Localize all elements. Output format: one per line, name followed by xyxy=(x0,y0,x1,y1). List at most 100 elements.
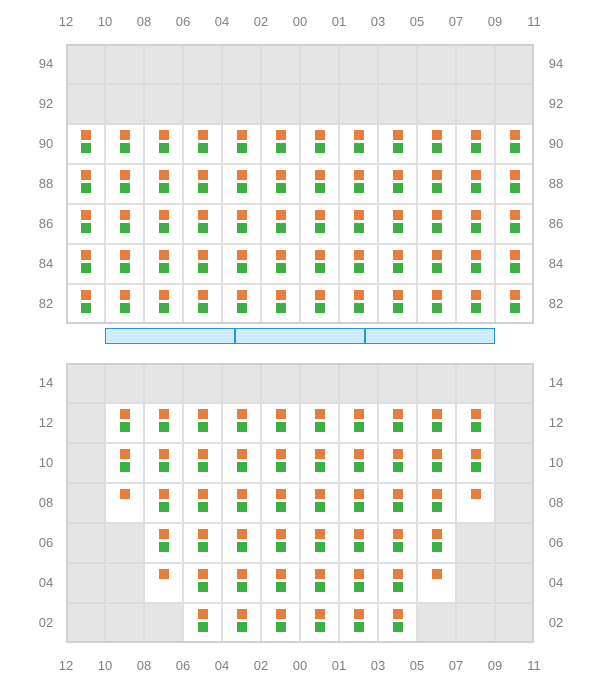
seat-marker[interactable] xyxy=(237,210,247,220)
seat-marker[interactable] xyxy=(315,449,325,459)
seat-marker[interactable] xyxy=(471,223,481,233)
seat-marker[interactable] xyxy=(432,223,442,233)
seat-marker[interactable] xyxy=(198,569,208,579)
seat-marker[interactable] xyxy=(432,502,442,512)
seat-marker[interactable] xyxy=(393,210,403,220)
seat-marker[interactable] xyxy=(276,489,286,499)
seat-marker[interactable] xyxy=(393,569,403,579)
seat-marker[interactable] xyxy=(159,183,169,193)
seat-marker[interactable] xyxy=(276,609,286,619)
seat-marker[interactable] xyxy=(393,409,403,419)
seat-marker[interactable] xyxy=(471,130,481,140)
seat-marker[interactable] xyxy=(432,290,442,300)
seat-marker[interactable] xyxy=(198,303,208,313)
seat-marker[interactable] xyxy=(81,183,91,193)
seat-marker[interactable] xyxy=(276,542,286,552)
seat-marker[interactable] xyxy=(315,263,325,273)
seat-marker[interactable] xyxy=(237,582,247,592)
seat-marker[interactable] xyxy=(159,542,169,552)
seat-marker[interactable] xyxy=(120,223,130,233)
seat-marker[interactable] xyxy=(393,542,403,552)
seat-marker[interactable] xyxy=(432,462,442,472)
seat-marker[interactable] xyxy=(276,422,286,432)
seat-marker[interactable] xyxy=(315,622,325,632)
seat-marker[interactable] xyxy=(276,143,286,153)
seat-marker[interactable] xyxy=(354,303,364,313)
seat-marker[interactable] xyxy=(198,223,208,233)
seat-marker[interactable] xyxy=(198,622,208,632)
seat-marker[interactable] xyxy=(198,422,208,432)
seat-marker[interactable] xyxy=(432,489,442,499)
seat-marker[interactable] xyxy=(237,303,247,313)
seat-marker[interactable] xyxy=(237,569,247,579)
seat-marker[interactable] xyxy=(354,462,364,472)
seat-marker[interactable] xyxy=(276,130,286,140)
seat-marker[interactable] xyxy=(354,183,364,193)
seat-marker[interactable] xyxy=(354,250,364,260)
seat-marker[interactable] xyxy=(354,582,364,592)
seat-marker[interactable] xyxy=(354,569,364,579)
seat-marker[interactable] xyxy=(354,449,364,459)
seat-marker[interactable] xyxy=(393,183,403,193)
seat-marker[interactable] xyxy=(81,210,91,220)
seat-marker[interactable] xyxy=(471,143,481,153)
seat-marker[interactable] xyxy=(471,263,481,273)
seat-marker[interactable] xyxy=(120,250,130,260)
seat-marker[interactable] xyxy=(276,210,286,220)
seat-marker[interactable] xyxy=(159,210,169,220)
seat-marker[interactable] xyxy=(237,609,247,619)
seat-marker[interactable] xyxy=(471,462,481,472)
seat-marker[interactable] xyxy=(315,502,325,512)
seat-marker[interactable] xyxy=(120,210,130,220)
seat-marker[interactable] xyxy=(315,609,325,619)
seat-marker[interactable] xyxy=(393,250,403,260)
seat-marker[interactable] xyxy=(432,449,442,459)
seat-marker[interactable] xyxy=(393,582,403,592)
seat-marker[interactable] xyxy=(159,143,169,153)
seat-marker[interactable] xyxy=(315,582,325,592)
seat-marker[interactable] xyxy=(237,489,247,499)
seat-marker[interactable] xyxy=(237,130,247,140)
seat-marker[interactable] xyxy=(432,210,442,220)
seat-marker[interactable] xyxy=(81,223,91,233)
seat-marker[interactable] xyxy=(432,542,442,552)
seat-marker[interactable] xyxy=(510,250,520,260)
seat-marker[interactable] xyxy=(237,542,247,552)
seat-marker[interactable] xyxy=(510,290,520,300)
seat-marker[interactable] xyxy=(471,489,481,499)
seat-marker[interactable] xyxy=(120,183,130,193)
seat-marker[interactable] xyxy=(198,130,208,140)
seat-marker[interactable] xyxy=(354,409,364,419)
seat-marker[interactable] xyxy=(276,250,286,260)
seat-marker[interactable] xyxy=(315,250,325,260)
seat-marker[interactable] xyxy=(198,489,208,499)
seat-marker[interactable] xyxy=(315,529,325,539)
seat-marker[interactable] xyxy=(510,303,520,313)
seat-marker[interactable] xyxy=(198,542,208,552)
seat-marker[interactable] xyxy=(354,143,364,153)
seat-marker[interactable] xyxy=(237,502,247,512)
seat-marker[interactable] xyxy=(471,170,481,180)
seat-marker[interactable] xyxy=(471,183,481,193)
seat-marker[interactable] xyxy=(393,303,403,313)
seat-marker[interactable] xyxy=(432,422,442,432)
seat-marker[interactable] xyxy=(354,263,364,273)
seat-marker[interactable] xyxy=(159,303,169,313)
seat-marker[interactable] xyxy=(237,250,247,260)
seat-marker[interactable] xyxy=(471,409,481,419)
seat-marker[interactable] xyxy=(237,409,247,419)
seat-marker[interactable] xyxy=(276,223,286,233)
seat-marker[interactable] xyxy=(81,290,91,300)
seat-marker[interactable] xyxy=(120,170,130,180)
seat-marker[interactable] xyxy=(237,449,247,459)
seat-marker[interactable] xyxy=(471,303,481,313)
seat-marker[interactable] xyxy=(198,449,208,459)
seat-marker[interactable] xyxy=(159,290,169,300)
seat-marker[interactable] xyxy=(354,502,364,512)
seat-marker[interactable] xyxy=(432,409,442,419)
seat-marker[interactable] xyxy=(432,183,442,193)
seat-marker[interactable] xyxy=(276,569,286,579)
seat-marker[interactable] xyxy=(198,183,208,193)
seat-marker[interactable] xyxy=(315,130,325,140)
seat-marker[interactable] xyxy=(432,130,442,140)
